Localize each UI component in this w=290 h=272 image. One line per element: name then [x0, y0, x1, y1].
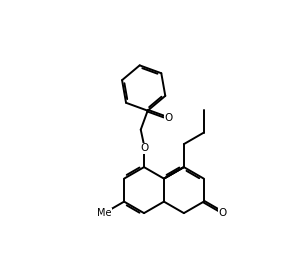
Text: O: O — [164, 113, 173, 123]
Text: Me: Me — [97, 208, 111, 218]
Text: O: O — [219, 208, 227, 218]
Text: O: O — [140, 143, 148, 153]
